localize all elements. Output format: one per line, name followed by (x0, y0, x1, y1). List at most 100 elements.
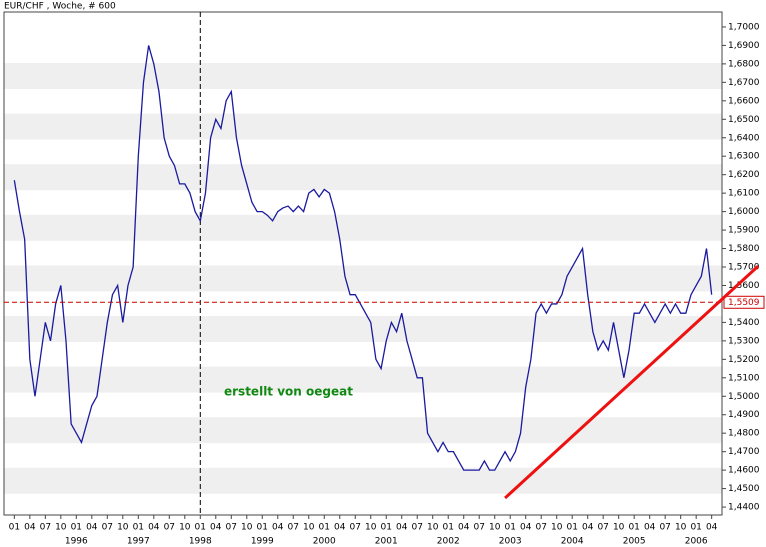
price-line (13, 45, 713, 471)
x-tick-label: 04 (396, 523, 408, 533)
y-tick-label: 1,6200 (728, 170, 760, 180)
y-tick-label: 1,7000 (728, 22, 760, 32)
chart-title: EUR/CHF , Woche, # 600 (4, 2, 116, 12)
x-tick-label: 10 (179, 523, 191, 533)
x-tick-label: 01 (381, 523, 392, 533)
x-tick-label: 10 (55, 523, 67, 533)
x-tick-label: 04 (148, 523, 160, 533)
y-tick-label: 1,4700 (728, 447, 760, 457)
y-tick-label: 1,5300 (728, 336, 760, 346)
year-label: 1997 (127, 537, 150, 547)
x-tick-label: 10 (241, 523, 253, 533)
band (4, 63, 722, 89)
x-tick-label: 04 (272, 523, 284, 533)
x-tick-label: 07 (473, 523, 484, 533)
x-tick-label: 04 (644, 523, 656, 533)
y-tick-label: 1,5200 (728, 355, 760, 365)
year-label: 2006 (685, 537, 708, 547)
x-tick-label: 01 (195, 523, 206, 533)
x-tick-label: 07 (226, 523, 237, 533)
y-tick-label: 1,6900 (728, 41, 760, 51)
x-tick-label: 04 (706, 523, 718, 533)
x-tick-label: 01 (319, 523, 330, 533)
annotation: erstellt von oegeat (224, 385, 353, 399)
x-tick-label: 07 (164, 523, 175, 533)
year-label: 2002 (437, 537, 460, 547)
x-tick-label: 10 (489, 523, 501, 533)
band (4, 265, 722, 292)
y-tick-label: 1,6300 (728, 152, 760, 162)
y-tick-label: 1,6400 (728, 133, 760, 143)
x-tick-label: 01 (257, 523, 268, 533)
band (4, 366, 722, 393)
band (4, 164, 722, 191)
year-label: 2003 (499, 537, 522, 547)
x-tick-label: 07 (412, 523, 423, 533)
x-tick-label: 01 (628, 523, 639, 533)
y-tick-label: 1,5000 (728, 392, 760, 402)
x-tick-label: 10 (675, 523, 687, 533)
year-label: 1998 (189, 537, 212, 547)
x-tick-label: 07 (659, 523, 670, 533)
y-tick-label: 1,6600 (728, 96, 760, 106)
y-tick-label: 1,4900 (728, 410, 760, 420)
y-tick-label: 1,4600 (728, 466, 760, 476)
year-label: 1996 (65, 537, 88, 547)
x-tick-label: 01 (443, 523, 454, 533)
year-label: 1999 (251, 537, 274, 547)
bands (4, 63, 722, 494)
x-tick-label: 07 (535, 523, 546, 533)
y-tick-label: 1,4800 (728, 429, 760, 439)
x-tick-label: 01 (566, 523, 577, 533)
x-tick-label: 04 (582, 523, 594, 533)
y-tick-label: 1,6500 (728, 115, 760, 125)
year-label: 2004 (561, 537, 584, 547)
band (4, 214, 722, 241)
y-tick-label: 1,5900 (728, 226, 760, 236)
y-tick-label: 1,5800 (728, 244, 760, 254)
y-tick-label: 1,5600 (728, 281, 760, 291)
trend-line (504, 264, 760, 500)
band (4, 467, 722, 494)
plot-frame (3, 11, 723, 516)
year-label: 2005 (623, 537, 646, 547)
y-tick-label: 1,6800 (728, 59, 760, 69)
x-tick-label: 07 (288, 523, 299, 533)
x-tick-label: 10 (613, 523, 625, 533)
band (4, 113, 722, 140)
band (4, 417, 722, 444)
y-tick-label: 1,4500 (728, 484, 760, 494)
x-tick-label: 07 (597, 523, 608, 533)
x-tick-label: 04 (210, 523, 222, 533)
year-label: 2000 (313, 537, 336, 547)
year-label: 2001 (375, 537, 398, 547)
x-tick-label: 01 (504, 523, 515, 533)
y-tick-label: 1,4400 (728, 503, 760, 513)
x-tick-label: 07 (40, 523, 51, 533)
x-tick-label: 04 (24, 523, 36, 533)
x-tick-label: 10 (551, 523, 563, 533)
x-tick-label: 10 (365, 523, 377, 533)
y-tick-label: 1,5700 (728, 263, 760, 273)
x-tick-label: 01 (690, 523, 701, 533)
y-tick-label: 1,5100 (728, 373, 760, 383)
x-tick-label: 04 (86, 523, 98, 533)
x-tick-label: 07 (102, 523, 113, 533)
x-tick-label: 04 (458, 523, 470, 533)
y-tick-label: 1,6100 (728, 189, 760, 199)
y-tick-label: 1,5400 (728, 318, 760, 328)
x-tick-label: 10 (427, 523, 439, 533)
level-label: 1,5509 (728, 298, 760, 308)
x-tick-label: 07 (350, 523, 361, 533)
x-tick-label: 01 (71, 523, 82, 533)
x-tick-label: 10 (303, 523, 315, 533)
x-tick-label: 04 (520, 523, 532, 533)
y-tick-label: 1,6000 (728, 207, 760, 217)
x-tick-label: 10 (117, 523, 129, 533)
y-tick-label: 1,6700 (728, 78, 760, 88)
x-tick-label: 01 (9, 523, 20, 533)
x-tick-label: 04 (334, 523, 346, 533)
x-tick-label: 01 (133, 523, 144, 533)
level-label-box (723, 295, 765, 309)
